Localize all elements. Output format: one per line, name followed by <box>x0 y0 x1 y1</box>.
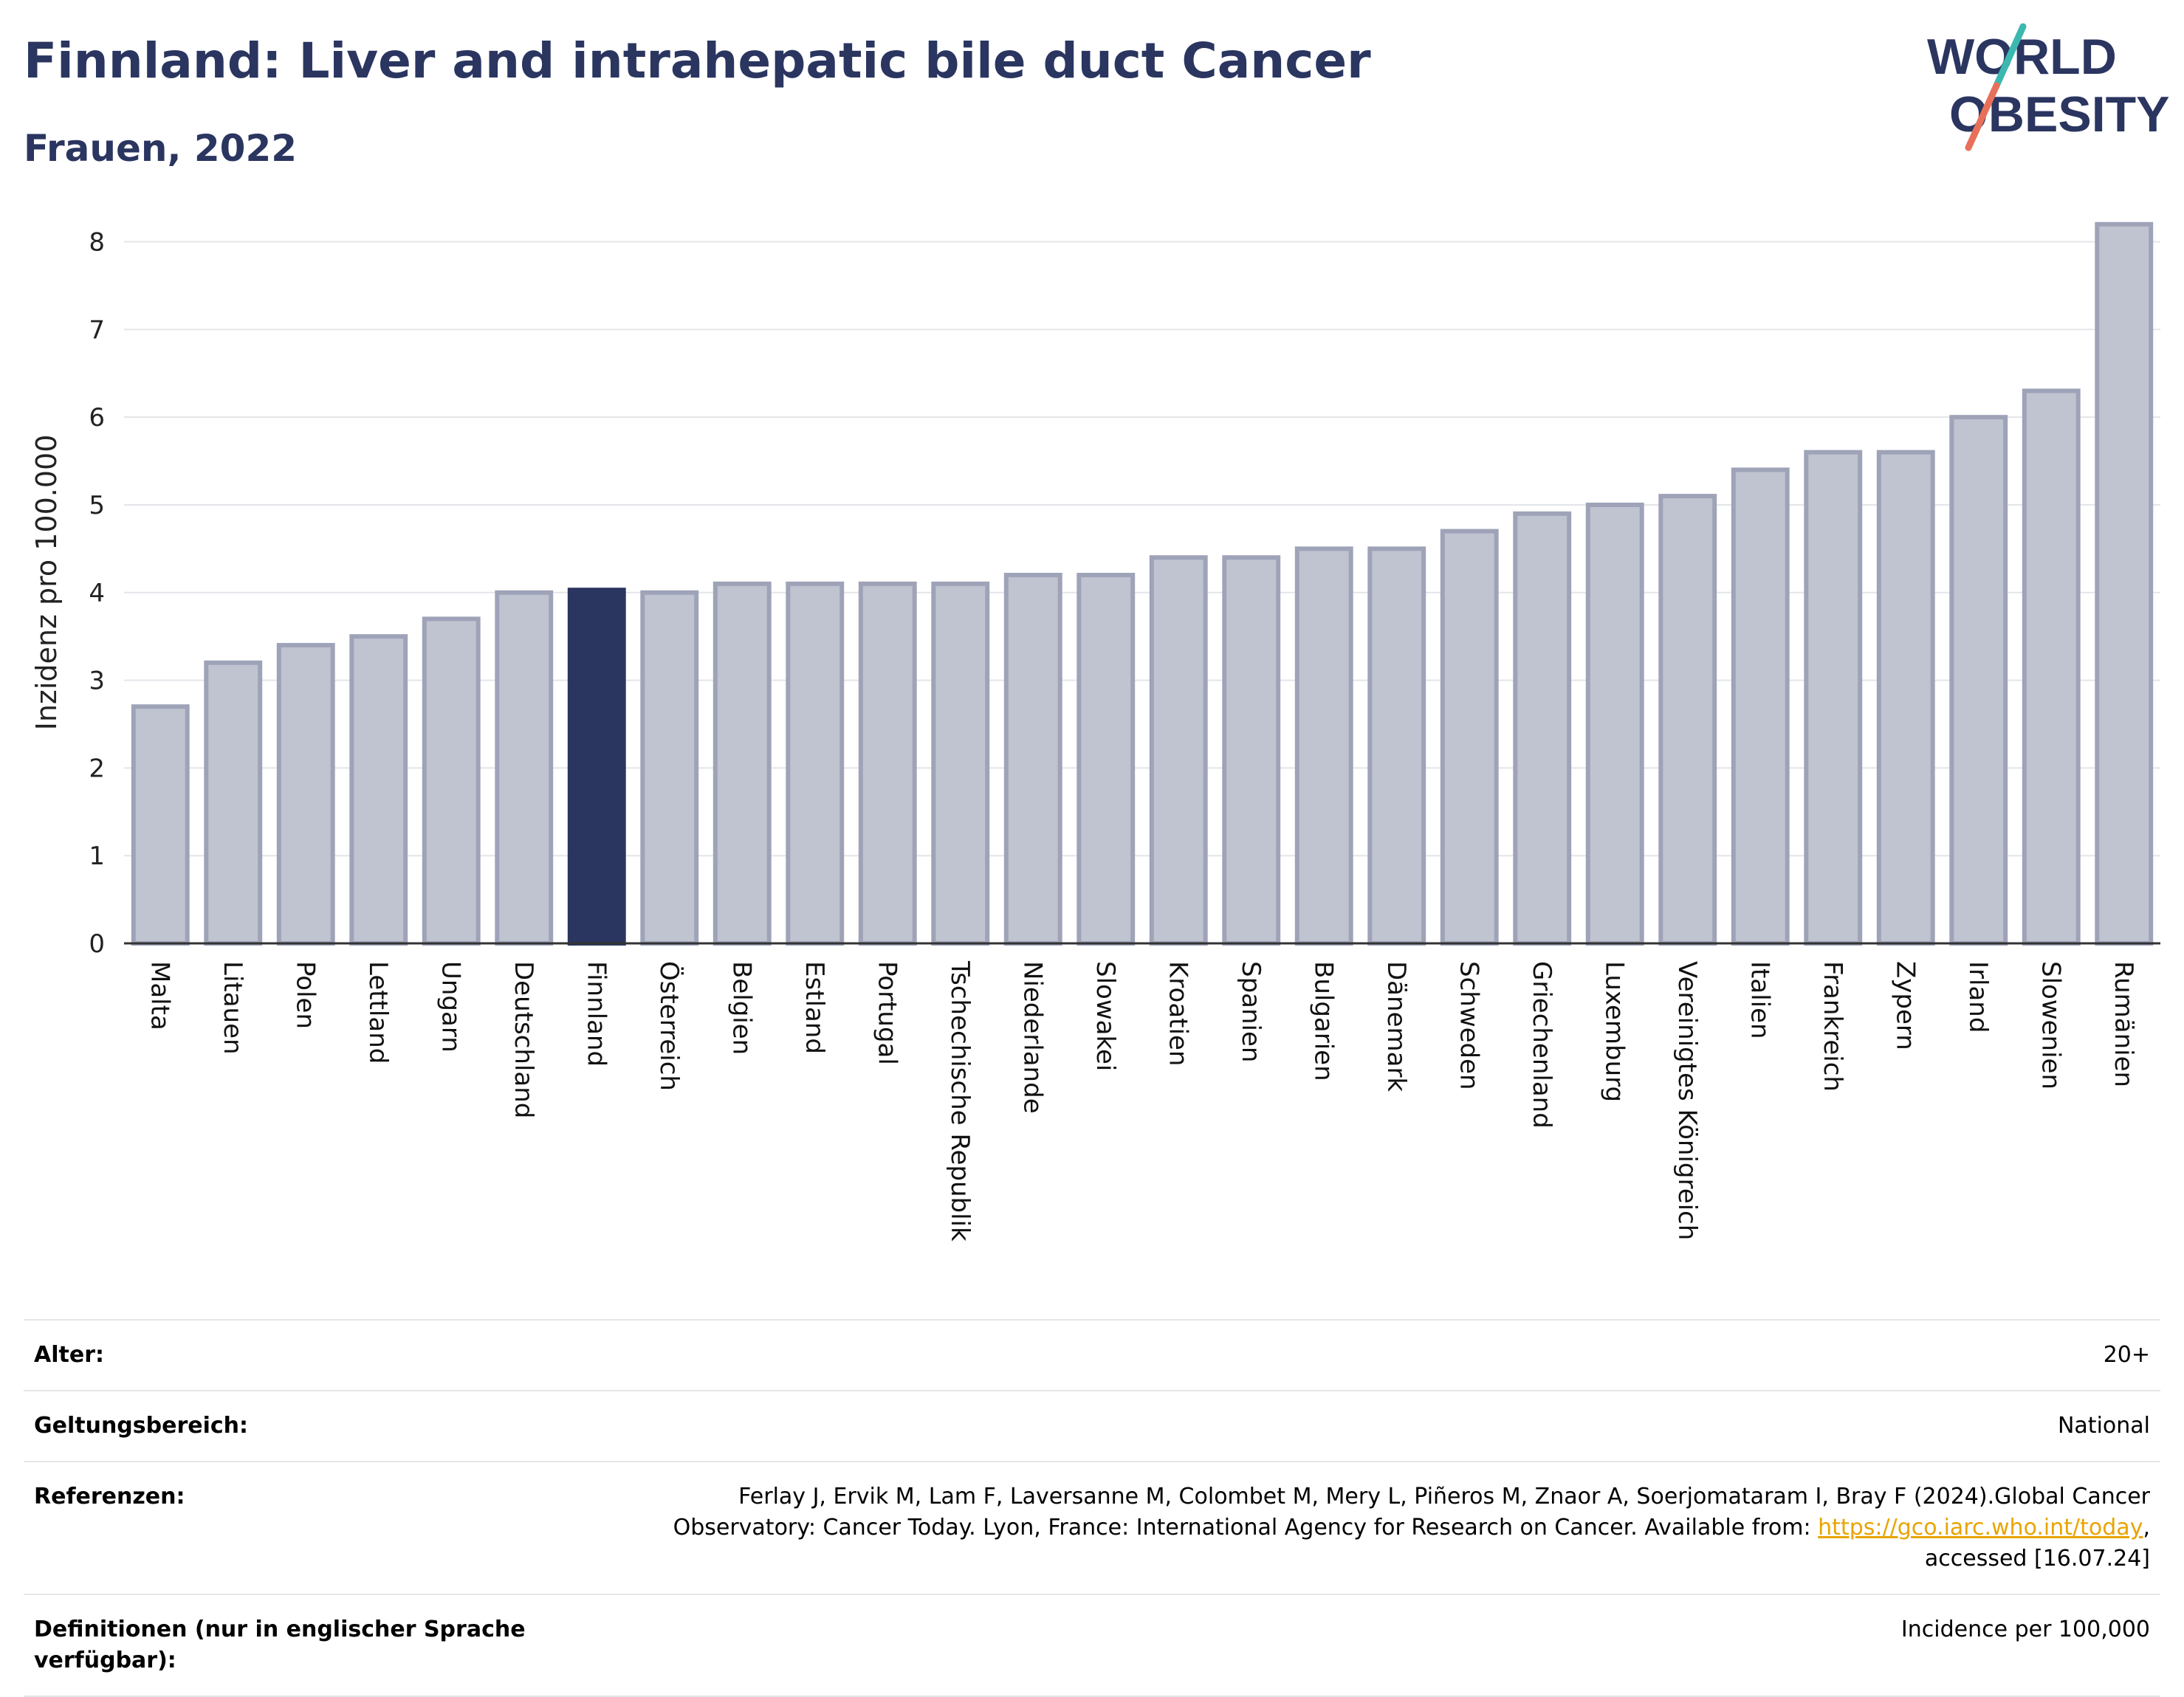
y-tick-label: 1 <box>89 841 105 871</box>
x-tick-label: Schweden <box>1454 961 1483 1090</box>
x-tick-label: Österreich <box>654 961 684 1091</box>
bar <box>1804 450 1863 946</box>
page-subtitle: Frauen, 2022 <box>24 127 298 170</box>
y-tick-label: 7 <box>89 315 105 345</box>
x-tick-label: Frankreich <box>1818 961 1847 1092</box>
meta-label: Alter: <box>34 1342 104 1368</box>
x-tick-label: Bulgarien <box>1308 961 1338 1081</box>
y-tick-label: 0 <box>89 929 105 959</box>
bar <box>1003 573 1062 946</box>
bar <box>640 590 699 946</box>
reference-link[interactable]: https://gco.iarc.who.int/today <box>1818 1515 2143 1541</box>
bar <box>1367 546 1426 946</box>
bar <box>931 581 990 946</box>
x-tick-label: Slowenien <box>2036 961 2065 1090</box>
x-tick-label: Luxemburg <box>1599 961 1629 1102</box>
bar <box>131 704 190 946</box>
x-tick-label: Zypern <box>1890 961 1920 1050</box>
x-tick-label: Griechenland <box>1527 961 1556 1129</box>
bar <box>1585 502 1644 946</box>
bar <box>1731 467 1790 946</box>
bar <box>2022 388 2081 946</box>
meta-value: Ferlay J, Ervik M, Lam F, Laversanne M, … <box>600 1481 2150 1574</box>
meta-value: Incidence per 100,000 <box>1900 1617 2150 1642</box>
meta-row-scope: Geltungsbereich: National <box>24 1390 2160 1461</box>
meta-label: Definitionen (nur in englischer Sprache … <box>34 1617 526 1673</box>
y-tick-label: 3 <box>89 667 105 696</box>
y-tick-label: 5 <box>89 491 105 520</box>
x-tick-label: Lettland <box>363 961 393 1064</box>
bar <box>1658 494 1717 946</box>
bar <box>495 590 554 946</box>
x-tick-label: Niederlande <box>1017 961 1047 1114</box>
y-axis-label: Inzidenz pro 100.000 <box>30 435 63 731</box>
bar <box>1949 415 2008 946</box>
y-tick-label: 6 <box>89 403 105 433</box>
x-tick-label: Slowakei <box>1091 961 1120 1071</box>
x-tick-label: Rumänien <box>2109 961 2138 1087</box>
x-tick-label: Spanien <box>1236 961 1266 1062</box>
x-tick-label: Deutschland <box>509 961 538 1118</box>
x-tick-label: Belgien <box>727 961 756 1055</box>
x-tick-label: Kroatien <box>1163 961 1192 1066</box>
x-tick-label: Finnland <box>581 961 611 1067</box>
bar-chart: 0 1 2 3 4 5 6 7 8 Inzidenz pro 100.000 Malta Litaue… <box>30 221 2160 1242</box>
bar <box>1294 546 1353 946</box>
bar <box>1440 529 1499 946</box>
x-tick-label: Vereinigtes Königreich <box>1672 961 1702 1240</box>
bar <box>2095 221 2154 946</box>
reference-accessed: , accessed [16.07.24] <box>1924 1515 2150 1572</box>
bar <box>349 634 408 946</box>
meta-row-definitions: Definitionen (nur in englischer Sprache … <box>24 1594 2160 1697</box>
page-title: Finnland: Liver and intrahepatic bile du… <box>24 32 1371 89</box>
y-tick-label: 8 <box>89 228 105 258</box>
meta-value: 20+ <box>2103 1342 2150 1368</box>
x-tick-label: Malta <box>145 961 174 1030</box>
bar <box>1149 555 1208 946</box>
bar <box>276 643 335 946</box>
bar <box>1076 573 1136 946</box>
bar <box>712 581 772 946</box>
logo-slash-teal <box>1993 23 2027 89</box>
meta-label: Geltungsbereich: <box>34 1413 249 1439</box>
logo-text-world: WORLD <box>1927 29 2117 85</box>
y-tick-label: 4 <box>89 579 105 608</box>
bar <box>786 581 845 946</box>
x-tick-label: Ungarn <box>436 961 465 1053</box>
x-tick-label: Italien <box>1745 961 1774 1039</box>
world-obesity-logo: WORLD OBESITY <box>1927 23 2170 151</box>
meta-value: National <box>2057 1413 2150 1439</box>
bar <box>204 660 263 946</box>
bar <box>1876 450 1935 946</box>
bar-highlight <box>567 588 626 946</box>
reference-text: Ferlay J, Ervik M, Lam F, Laversanne M, … <box>673 1484 2150 1541</box>
x-tick-label: Portugal <box>872 961 902 1065</box>
x-tick-label: Tschechische Republik <box>945 960 975 1242</box>
x-tick-label: Litauen <box>218 961 247 1055</box>
bar <box>1222 555 1281 946</box>
meta-row-references: Referenzen: Ferlay J, Ervik M, Lam F, La… <box>24 1461 2160 1594</box>
bar <box>858 581 917 946</box>
y-tick-label: 2 <box>89 754 105 783</box>
meta-row-age: Alter: 20+ <box>24 1319 2160 1390</box>
metadata-table: Alter: 20+ Geltungsbereich: National Ref… <box>24 1319 2160 1697</box>
x-tick-label: Polen <box>290 961 320 1029</box>
x-tick-label: Estland <box>800 961 829 1054</box>
logo-slash-coral <box>1965 82 2000 151</box>
bar <box>422 616 481 946</box>
meta-label: Referenzen: <box>34 1484 185 1510</box>
x-tick-label: Irland <box>1963 961 1993 1033</box>
x-tick-label: Dänemark <box>1381 961 1411 1092</box>
bar <box>1513 511 1572 946</box>
